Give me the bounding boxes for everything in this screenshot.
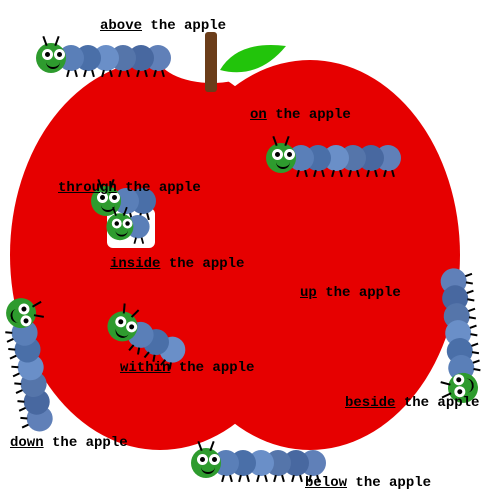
apple-leaf [218,40,288,80]
preposition-text: down [10,435,44,451]
label-rest-text: the apple [142,18,226,34]
label-rest-text: the apple [317,285,401,301]
label-inside: inside the apple [110,256,244,272]
label-rest-text: the apple [347,475,431,491]
apple-stem [205,32,217,92]
label-through: through the apple [58,180,201,196]
label-up: up the apple [300,285,401,301]
label-within: within the apple [120,360,254,376]
preposition-text: on [250,107,267,123]
preposition-text: through [58,180,117,196]
label-rest-text: the apple [395,395,479,411]
label-down: down the apple [10,435,128,451]
preposition-text: below [305,475,347,491]
label-rest-text: the apple [117,180,201,196]
label-above: above the apple [100,18,226,34]
preposition-text: inside [110,256,160,272]
preposition-text: within [120,360,170,376]
preposition-text: above [100,18,142,34]
preposition-text: up [300,285,317,301]
label-beside: beside the apple [345,395,479,411]
label-rest-text: the apple [170,360,254,376]
label-rest-text: the apple [44,435,128,451]
label-on: on the apple [250,107,351,123]
preposition-text: beside [345,395,395,411]
label-rest-text: the apple [267,107,351,123]
label-below: below the apple [305,475,431,491]
label-rest-text: the apple [160,256,244,272]
